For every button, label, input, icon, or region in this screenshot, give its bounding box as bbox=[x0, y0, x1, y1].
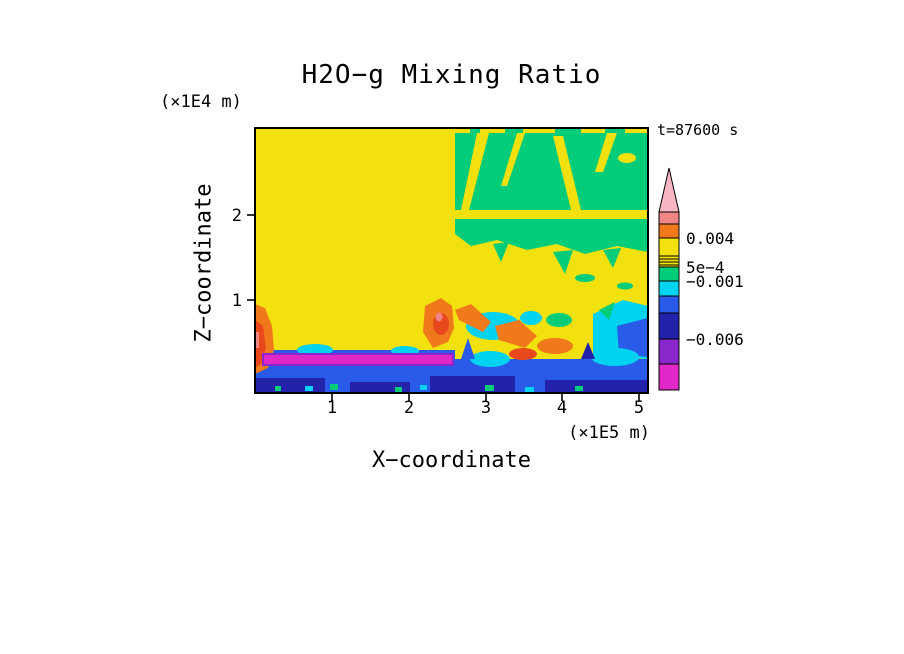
colorbar-arrow-tip bbox=[658, 167, 680, 213]
colorbar-segment bbox=[658, 280, 680, 297]
contour-patch bbox=[537, 338, 573, 354]
y-axis-unit: (×1E4 m) bbox=[160, 92, 242, 112]
colorbar-segment bbox=[658, 312, 680, 340]
contour-patch bbox=[470, 128, 480, 137]
contour-patch bbox=[520, 311, 542, 325]
contour-patch bbox=[435, 312, 443, 322]
contour-patch bbox=[555, 128, 581, 137]
contour-patch bbox=[455, 304, 491, 332]
contour-patch bbox=[255, 332, 259, 348]
colorbar-segment bbox=[658, 223, 680, 239]
contour-patch bbox=[395, 387, 402, 392]
contour-patch bbox=[581, 342, 595, 359]
colorbar-segment bbox=[658, 338, 680, 365]
axis-ticks bbox=[247, 214, 640, 401]
contour-patch bbox=[525, 387, 534, 392]
region-green-upper bbox=[455, 133, 648, 210]
x-tick-label-2: 2 bbox=[403, 398, 415, 418]
contour-patch bbox=[575, 386, 583, 391]
x-tick-label-5: 5 bbox=[633, 398, 645, 418]
contour-patch bbox=[575, 274, 595, 282]
contour-patch bbox=[461, 133, 489, 210]
contour-patch bbox=[470, 351, 510, 367]
contour-patch bbox=[553, 136, 581, 210]
y-tick-label-2: 2 bbox=[231, 206, 242, 226]
colorbar-label-5e-4: 5e−4 bbox=[686, 258, 725, 277]
y-tick-label-1: 1 bbox=[231, 291, 242, 311]
colorbar-label-neg0006: −0.006 bbox=[686, 330, 744, 349]
colorbar-segment bbox=[658, 295, 680, 314]
contour-patch bbox=[461, 338, 475, 359]
chart-title: H2O−g Mixing Ratio bbox=[301, 60, 602, 90]
contour-patch bbox=[546, 313, 572, 327]
x-axis-label: X−coordinate bbox=[372, 448, 531, 473]
contour-field bbox=[255, 128, 648, 393]
colorbar-segment bbox=[658, 363, 680, 391]
contour-patch bbox=[330, 384, 338, 390]
x-tick-label-4: 4 bbox=[556, 398, 568, 418]
contour-patch bbox=[603, 248, 621, 268]
region-green-lower bbox=[455, 219, 648, 254]
contour-patch bbox=[495, 320, 537, 348]
colorbar-segment bbox=[658, 211, 680, 225]
x-tick-label-3: 3 bbox=[480, 398, 492, 418]
contour-patch bbox=[505, 128, 523, 137]
contour-patch bbox=[591, 348, 639, 366]
plot-frame bbox=[254, 127, 649, 394]
x-tick-label-1: 1 bbox=[326, 398, 338, 418]
contour-patch bbox=[305, 386, 313, 391]
contour-patch bbox=[350, 382, 410, 393]
time-label: t=87600 s bbox=[657, 121, 739, 139]
magenta-bar bbox=[264, 355, 452, 364]
contour-patch bbox=[595, 133, 617, 172]
contour-patch bbox=[618, 153, 636, 163]
colorbar bbox=[658, 167, 680, 391]
colorbar-segment bbox=[658, 237, 680, 257]
colorbar-label-neg0001: −0.001 bbox=[686, 272, 744, 291]
contour-patch bbox=[275, 386, 281, 391]
contour-patch bbox=[430, 376, 515, 393]
contour-patch bbox=[493, 242, 509, 262]
contour-patch bbox=[501, 133, 525, 186]
contour-patch bbox=[599, 302, 615, 320]
contour-patch bbox=[509, 348, 537, 360]
contour-patch bbox=[485, 385, 494, 391]
colorbar-segment bbox=[658, 266, 680, 282]
contour-patch bbox=[605, 128, 625, 137]
contour-patch bbox=[420, 385, 427, 390]
contour-patch bbox=[617, 318, 648, 357]
contour-patch bbox=[617, 282, 633, 290]
contour-patch bbox=[255, 378, 325, 393]
contour-patch bbox=[545, 380, 648, 393]
x-axis-unit: (×1E5 m) bbox=[568, 423, 650, 443]
region-yellow-stripe bbox=[453, 210, 648, 219]
y-axis-label: Z−coordinate bbox=[191, 183, 217, 343]
colorbar-label-0004: 0.004 bbox=[686, 229, 735, 248]
contour-patch bbox=[553, 250, 573, 274]
